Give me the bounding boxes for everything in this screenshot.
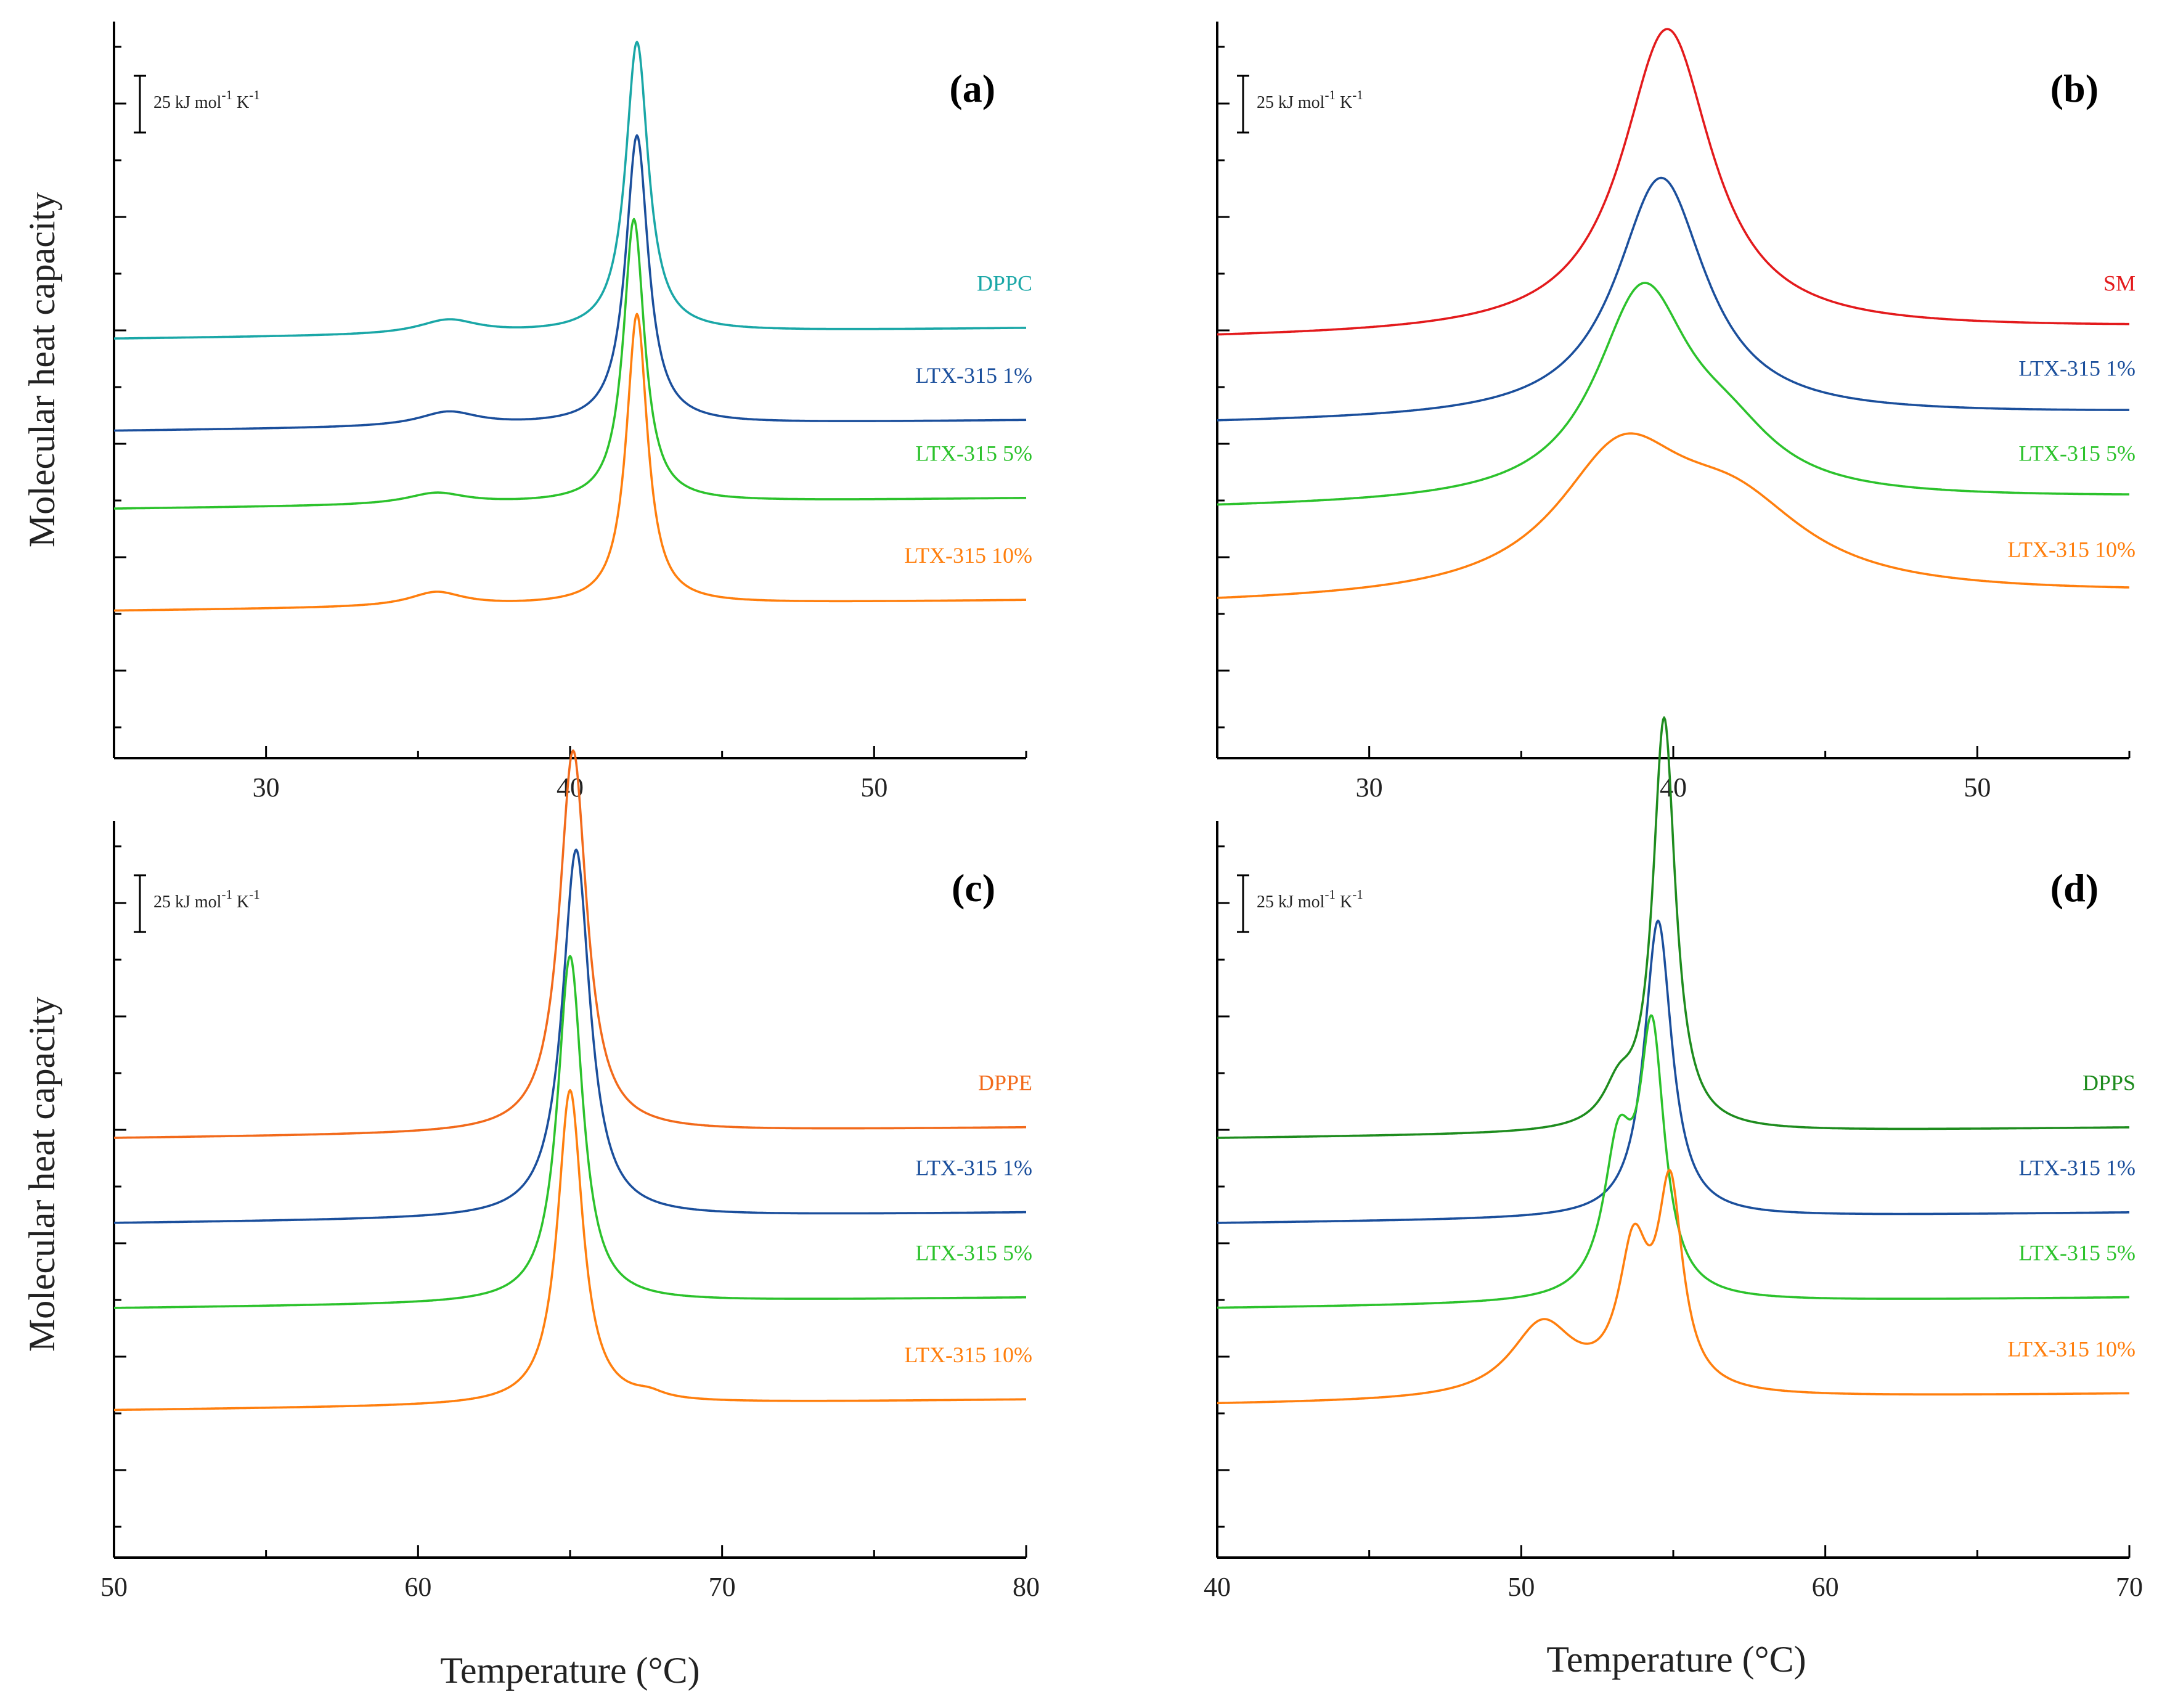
series-line	[1217, 28, 2130, 336]
series-line	[113, 848, 1027, 1224]
series-label: DPPS	[2082, 1071, 2135, 1095]
panel-b: 30 40 50 (b) 25 kJ mol-1 K-1 SM LTX-315 1% LTX-…	[1216, 22, 2135, 803]
panel-label: (a)	[949, 67, 995, 110]
series-line	[1217, 432, 2130, 599]
series-line	[113, 749, 1027, 1139]
x-axis-label-left: Temperature (°C)	[440, 1650, 700, 1691]
series-line	[113, 955, 1027, 1309]
scale-bar-label: 25 kJ mol-1 K-1	[1257, 887, 1363, 912]
scale-bar-label: 25 kJ mol-1 K-1	[1257, 88, 1363, 112]
y-axis-label-top: Molecular heat capacity	[22, 192, 62, 547]
series-line	[1217, 919, 2130, 1224]
panel-label: (b)	[2050, 67, 2099, 110]
x-tick-label: 40	[1204, 1572, 1231, 1602]
series-label: LTX-315 5%	[2018, 441, 2135, 465]
series-line	[1217, 1169, 2130, 1405]
series-label: DPPE	[978, 1071, 1032, 1095]
x-tick-label: 80	[1013, 1572, 1040, 1602]
x-axis-label-right: Temperature (°C)	[1546, 1639, 1806, 1680]
series-label: DPPC	[977, 271, 1032, 296]
x-tick-label: 30	[253, 772, 280, 803]
panel-label: (c)	[952, 866, 995, 910]
series-line	[1217, 1014, 2130, 1309]
series-label: LTX-315 1%	[2018, 356, 2135, 381]
series-line	[1217, 716, 2130, 1139]
x-tick-label: 60	[1812, 1572, 1839, 1602]
series-line	[113, 1089, 1027, 1412]
x-tick-label: 40	[1660, 772, 1687, 803]
series-label: SM	[2103, 271, 2135, 296]
series-label: LTX-315 10%	[904, 543, 1032, 568]
series-line	[1217, 282, 2130, 506]
series-label: LTX-315 10%	[2007, 1337, 2135, 1362]
x-tick-label: 50	[860, 772, 887, 803]
scale-bar-label: 25 kJ mol-1 K-1	[153, 887, 260, 912]
panel-c: 50 60 70 80 (c) 25 kJ mol-1 K-1 DPPE LTX-315 1%…	[100, 749, 1040, 1602]
panel-label: (d)	[2050, 866, 2099, 910]
series-label: LTX-315 1%	[2018, 1156, 2135, 1180]
series-label: LTX-315 5%	[915, 1240, 1032, 1265]
x-tick-label: 50	[1507, 1572, 1535, 1602]
series-line	[113, 218, 1027, 510]
x-tick-label: 70	[709, 1572, 736, 1602]
series-line	[113, 313, 1027, 612]
series-line	[113, 134, 1027, 432]
series-line	[1217, 176, 2130, 422]
x-tick-label: 70	[2116, 1572, 2143, 1602]
series-label: LTX-315 10%	[2007, 537, 2135, 562]
series-label: LTX-315 1%	[915, 1156, 1032, 1180]
x-tick-label: 50	[100, 1572, 128, 1602]
x-tick-label: 50	[1964, 772, 1991, 803]
x-tick-label: 30	[1356, 772, 1383, 803]
series-line	[113, 41, 1027, 340]
series-label: LTX-315 5%	[915, 441, 1032, 465]
scale-bar-label: 25 kJ mol-1 K-1	[153, 88, 260, 112]
series-label: LTX-315 5%	[2018, 1240, 2135, 1265]
series-label: LTX-315 1%	[915, 363, 1032, 388]
series-label: LTX-315 10%	[904, 1342, 1032, 1367]
x-tick-label: 60	[404, 1572, 431, 1602]
panel-d: 40 50 60 70 (d) 25 kJ mol-1 K-1 DPPS LTX-315 1%…	[1204, 716, 2143, 1602]
y-axis-label-bottom: Molecular heat capacity	[22, 997, 62, 1352]
